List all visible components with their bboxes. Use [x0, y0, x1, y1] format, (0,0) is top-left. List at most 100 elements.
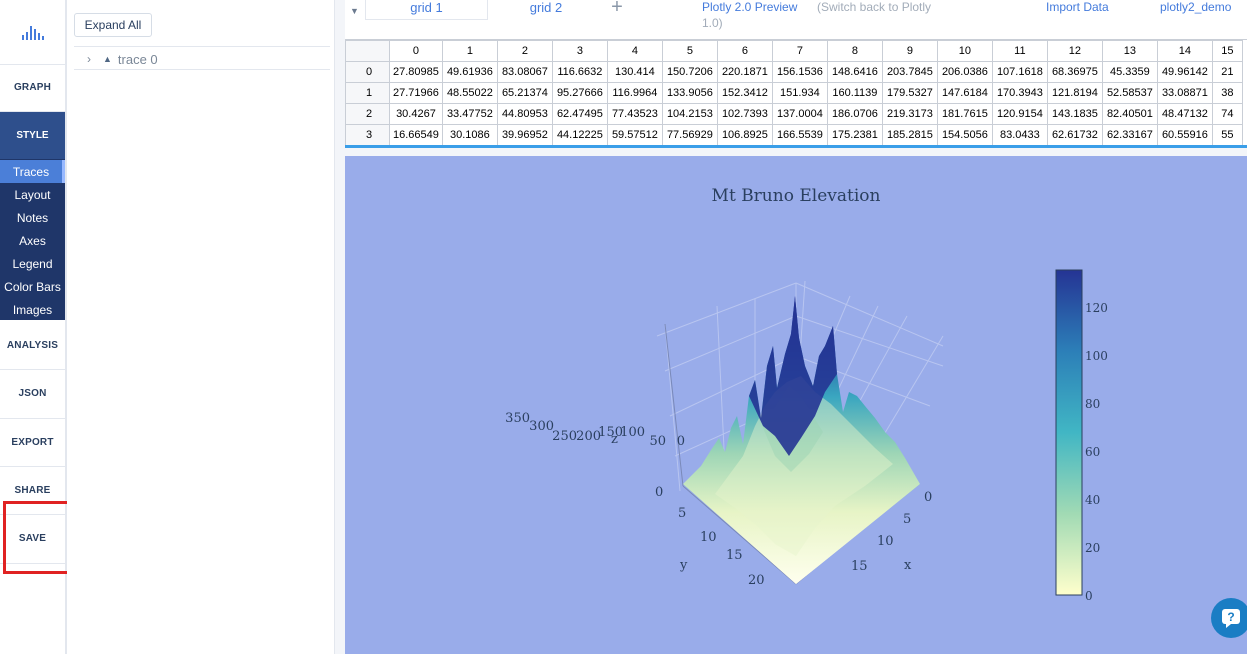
- nav-style-images[interactable]: Images: [12, 302, 53, 317]
- table-cell[interactable]: 151.934: [771, 82, 828, 104]
- grid-corner[interactable]: [345, 40, 390, 62]
- table-cell[interactable]: 120.9154: [991, 103, 1048, 125]
- surface-trace[interactable]: [683, 296, 920, 584]
- table-cell[interactable]: 206.0386: [936, 61, 993, 83]
- table-cell[interactable]: 160.1139: [826, 82, 883, 104]
- table-cell[interactable]: 203.7845: [881, 61, 938, 83]
- table-cell[interactable]: 55: [1211, 124, 1243, 146]
- column-header[interactable]: 4: [606, 40, 663, 62]
- table-cell[interactable]: 62.61732: [1046, 124, 1103, 146]
- column-header[interactable]: 11: [991, 40, 1048, 62]
- add-grid-icon[interactable]: +: [611, 0, 623, 18]
- nav-json[interactable]: JSON: [18, 388, 47, 399]
- user-menu[interactable]: plotly2_demo: [1160, 0, 1232, 14]
- table-cell[interactable]: 152.3412: [716, 82, 773, 104]
- tab-grid-2[interactable]: grid 2: [529, 0, 563, 15]
- table-cell[interactable]: 150.7206: [661, 61, 718, 83]
- switch-back-link-2[interactable]: 1.0): [702, 16, 723, 30]
- nav-graph[interactable]: GRAPH: [13, 82, 52, 93]
- plot-area[interactable]: Mt Bruno Elevation: [345, 156, 1247, 654]
- table-cell[interactable]: 77.56929: [661, 124, 718, 146]
- column-header[interactable]: 5: [661, 40, 718, 62]
- table-cell[interactable]: 60.55916: [1156, 124, 1213, 146]
- nav-style-notes[interactable]: Notes: [16, 210, 49, 225]
- table-cell[interactable]: 181.7615: [936, 103, 993, 125]
- table-cell[interactable]: 95.27666: [551, 82, 608, 104]
- nav-style-traces[interactable]: Traces: [0, 160, 65, 183]
- data-grid[interactable]: 0 1 2 3 4 5 6 7 8 9 10 11 12 13 14 15 0 27.80985 49.61936…: [345, 39, 1247, 146]
- table-cell[interactable]: 30.4267: [389, 103, 443, 125]
- table-cell[interactable]: 27.71966: [389, 82, 443, 104]
- column-header[interactable]: 2: [496, 40, 553, 62]
- grid-resize-bar[interactable]: [345, 145, 1247, 148]
- table-cell[interactable]: 104.2153: [661, 103, 718, 125]
- table-cell[interactable]: 147.6184: [936, 82, 993, 104]
- table-cell[interactable]: 38: [1211, 82, 1243, 104]
- table-cell[interactable]: 68.36975: [1046, 61, 1103, 83]
- table-row[interactable]: 1 27.71966 48.55022 65.21374 95.27666 116.996…: [345, 82, 1243, 104]
- table-cell[interactable]: 130.414: [606, 61, 663, 83]
- table-cell[interactable]: 116.6632: [551, 61, 608, 83]
- nav-style-color-bars[interactable]: Color Bars: [4, 279, 61, 294]
- table-cell[interactable]: 39.96952: [496, 124, 553, 146]
- table-cell[interactable]: 107.1618: [991, 61, 1048, 83]
- table-cell[interactable]: 62.47495: [551, 103, 608, 125]
- table-cell[interactable]: 74: [1211, 103, 1243, 125]
- table-cell[interactable]: 106.8925: [716, 124, 773, 146]
- nav-share[interactable]: SHARE: [14, 485, 51, 496]
- column-header[interactable]: 6: [716, 40, 773, 62]
- column-header[interactable]: 3: [551, 40, 608, 62]
- table-cell[interactable]: 77.43523: [606, 103, 663, 125]
- column-header[interactable]: 13: [1101, 40, 1158, 62]
- table-cell[interactable]: 48.55022: [441, 82, 498, 104]
- table-cell[interactable]: 33.47752: [441, 103, 498, 125]
- table-cell[interactable]: 16.66549: [389, 124, 443, 146]
- table-cell[interactable]: 45.3359: [1101, 61, 1158, 83]
- nav-style-layout[interactable]: Layout: [14, 187, 51, 202]
- column-header[interactable]: 12: [1046, 40, 1103, 62]
- help-chat-button[interactable]: ?: [1211, 598, 1247, 638]
- table-cell[interactable]: 148.6416: [826, 61, 883, 83]
- nav-export[interactable]: EXPORT: [11, 437, 54, 448]
- table-cell[interactable]: 175.2381: [826, 124, 883, 146]
- column-header[interactable]: 0: [389, 40, 443, 62]
- table-cell[interactable]: 179.5327: [881, 82, 938, 104]
- table-cell[interactable]: 65.21374: [496, 82, 553, 104]
- nav-style-legend[interactable]: Legend: [12, 256, 53, 271]
- nav-save[interactable]: SAVE: [18, 533, 47, 544]
- nav-style[interactable]: STYLE: [0, 112, 65, 159]
- table-cell[interactable]: 49.61936: [441, 61, 498, 83]
- data-table[interactable]: 0 1 2 3 4 5 6 7 8 9 10 11 12 13 14 15 0 27.80985 49.61936…: [345, 40, 1243, 146]
- column-header[interactable]: 10: [936, 40, 993, 62]
- table-cell[interactable]: 62.33167: [1101, 124, 1158, 146]
- column-header[interactable]: 15: [1211, 40, 1243, 62]
- table-row[interactable]: 3 16.66549 30.1086 39.96952 44.12225 59.57512…: [345, 124, 1243, 146]
- table-cell[interactable]: 170.3943: [991, 82, 1048, 104]
- table-cell[interactable]: 49.96142: [1156, 61, 1213, 83]
- table-cell[interactable]: 133.9056: [661, 82, 718, 104]
- row-header[interactable]: 3: [345, 124, 390, 146]
- table-row[interactable]: 0 27.80985 49.61936 83.08067 116.6632 130.414…: [345, 61, 1243, 83]
- import-data-link[interactable]: Import Data: [1046, 0, 1109, 14]
- table-cell[interactable]: 27.80985: [389, 61, 443, 83]
- table-cell[interactable]: 21: [1211, 61, 1243, 83]
- colorbar[interactable]: [1055, 269, 1083, 596]
- switch-back-link[interactable]: (Switch back to Plotly: [817, 0, 932, 14]
- row-header[interactable]: 1: [345, 82, 390, 104]
- nav-style-axes[interactable]: Axes: [19, 233, 46, 248]
- table-cell[interactable]: 121.8194: [1046, 82, 1103, 104]
- nav-analysis[interactable]: ANALYSIS: [6, 340, 59, 351]
- table-cell[interactable]: 166.5539: [771, 124, 828, 146]
- expand-all-button[interactable]: Expand All: [74, 13, 152, 37]
- column-header[interactable]: 1: [441, 40, 498, 62]
- table-cell[interactable]: 220.1871: [716, 61, 773, 83]
- row-header[interactable]: 0: [345, 61, 390, 83]
- column-header[interactable]: 7: [771, 40, 828, 62]
- table-cell[interactable]: 30.1086: [441, 124, 498, 146]
- column-header[interactable]: 14: [1156, 40, 1213, 62]
- column-header[interactable]: 9: [881, 40, 938, 62]
- table-cell[interactable]: 102.7393: [716, 103, 773, 125]
- column-header[interactable]: 8: [826, 40, 883, 62]
- table-cell[interactable]: 219.3173: [881, 103, 938, 125]
- chevron-down-icon[interactable]: ▼: [350, 6, 359, 16]
